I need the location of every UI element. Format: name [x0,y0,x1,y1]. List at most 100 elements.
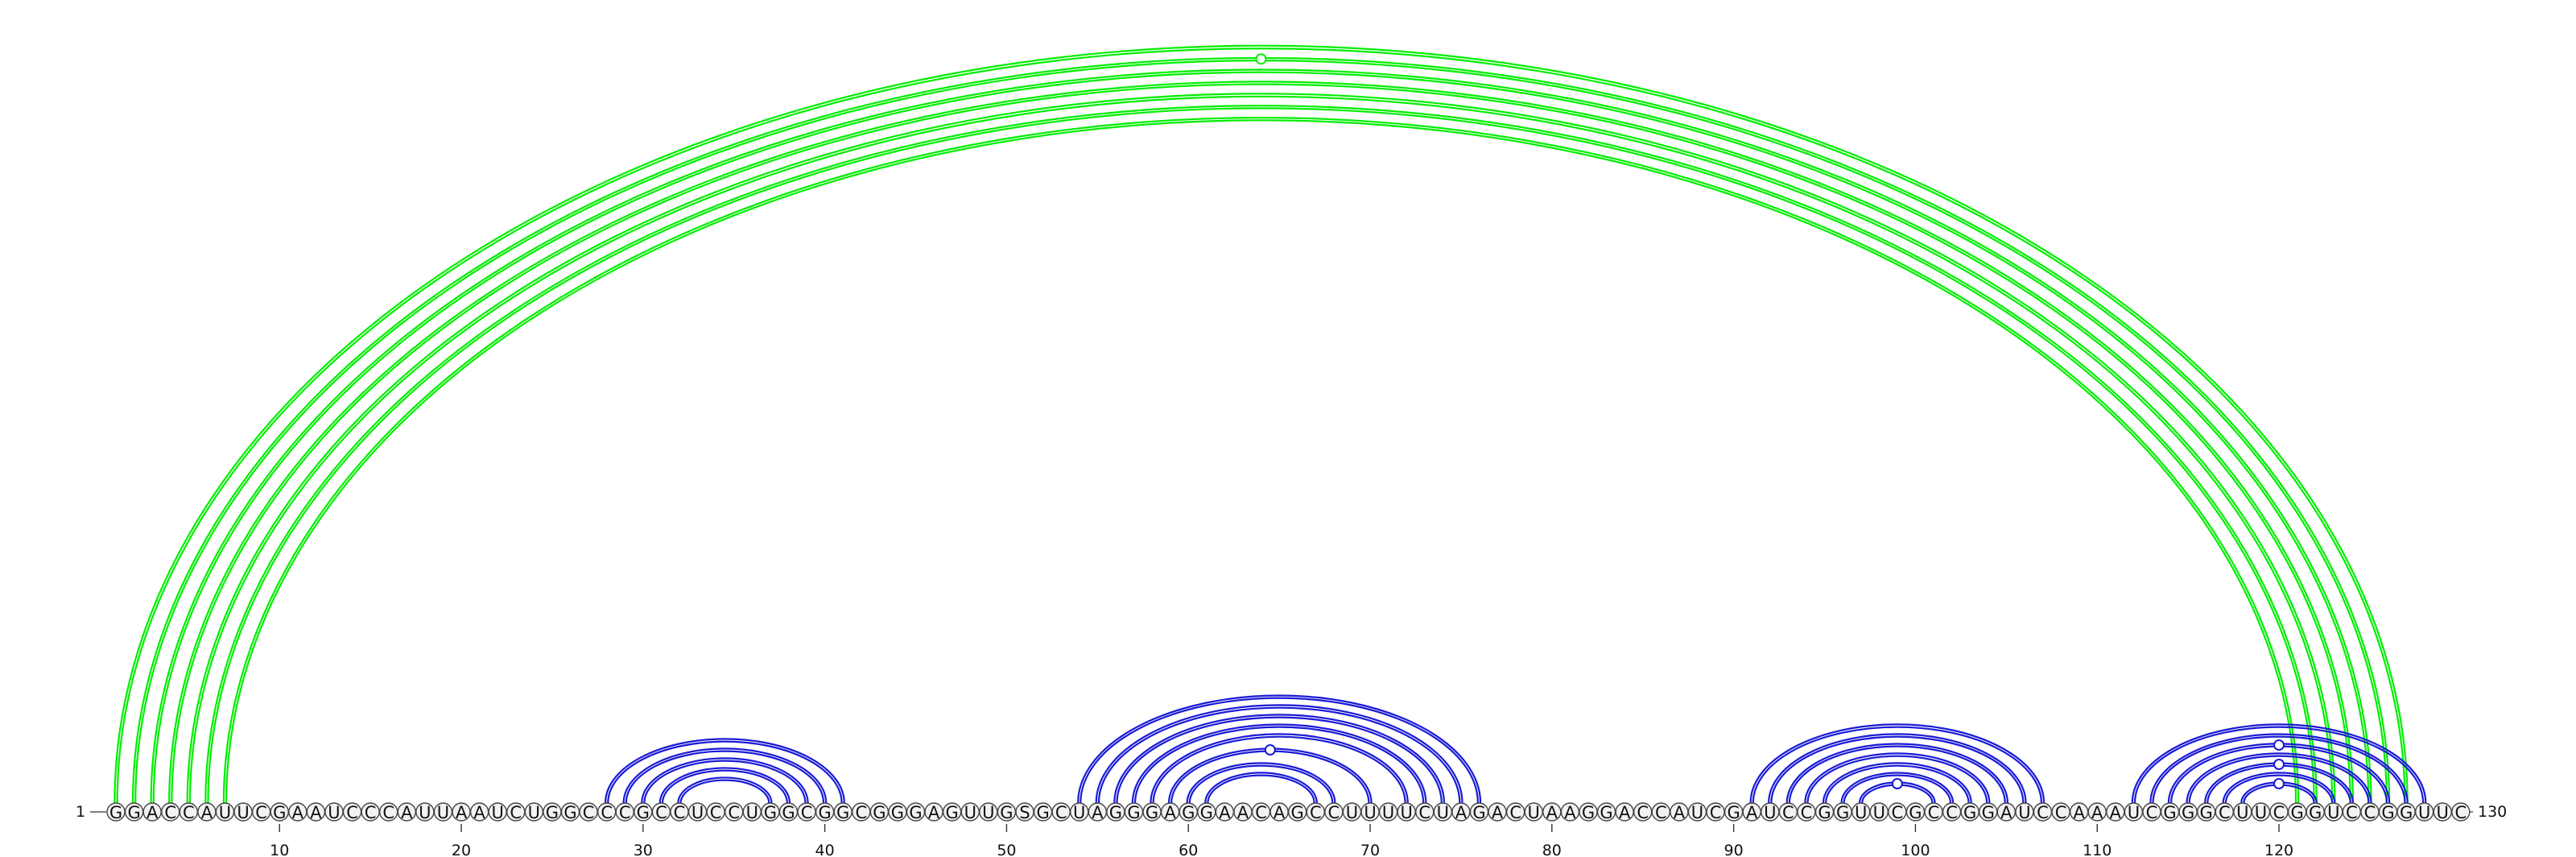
nucleotide-letter: U [691,803,704,822]
nucleotide-letter: U [2128,803,2140,822]
nucleotide: C [1251,802,1271,822]
inner-basepair-arc [2152,735,2406,804]
inner-basepair-arc [1150,733,1409,804]
nucleotide-letter: A [2110,803,2122,822]
nucleotide: G [634,802,653,822]
nucleotide-letter: A [401,803,413,822]
inner-basepair-arc [2131,723,2427,804]
nucleotide: G [1814,802,1835,822]
nucleotide-letter: G [1200,803,1213,822]
nucleotide: C [1505,802,1525,822]
nucleotide-letter: C [1892,803,1904,822]
nucleotide-letter: G [1109,803,1122,822]
nucleotide-letter: G [546,803,559,822]
nucleotide-letter: A [473,803,485,822]
nucleotide-letter: C [655,803,667,822]
nucleotide-letter: C [674,803,686,822]
nucleotide: G [2378,802,2398,822]
nucleotide: A [1560,802,1580,822]
nucleotide: C [597,802,617,822]
inner-basepair-arc [677,776,773,804]
nucleotide: U [433,802,453,822]
nucleotide: U [324,802,344,822]
outer-basepair-arc [134,59,2388,804]
nucleotide-letter: C [1055,803,1067,822]
inner-basepair-arc [2224,774,2334,804]
position-tick-label: 120 [2264,842,2293,857]
nucleotide: U [1342,802,1362,822]
nucleotide: U [524,802,544,822]
nucleotide-letter: U [491,803,503,822]
nucleotide: C [1924,802,1943,822]
position-tick-label: 10 [270,842,289,857]
nucleotide-letter: U [2018,803,2030,822]
nucleotide: A [1160,802,1180,822]
nucleotide-letter: G [1472,803,1485,822]
nucleotide-letter: G [1836,803,1849,822]
nucleotide: C [2342,802,2362,822]
nucleotide-letter: U [1873,803,1885,822]
nucleotide-letter: U [237,803,249,822]
inner-basepair-arc [1207,774,1315,804]
nucleotide-letter: C [255,803,267,822]
nucleotide-letter: G [2182,803,2194,822]
nucleotide-letter: U [1382,803,1394,822]
position-tick-label: 20 [452,842,471,857]
inner-basepair-arc [1204,772,1318,804]
nucleotide: U [960,802,980,822]
outer-basepair-arc [168,81,2355,804]
inner-basepair-arc [604,738,845,804]
nucleotide: G [1905,802,1926,822]
position-tick-label: 50 [997,842,1016,857]
nucleotide: G [2287,802,2307,822]
nucleotide-letter: G [1291,803,1304,822]
inner-basepair-arc [1131,723,1427,804]
nucleotide-letter: A [1619,803,1631,822]
nucleotide-letter: G [1909,803,1922,822]
nucleotide-letter: G [782,803,795,822]
inner-basepair-arc [643,760,807,804]
nucleotide-letter: S [1019,803,1030,822]
nucleotide: C [2142,802,2161,822]
nucleotide-letter: C [1328,803,1340,822]
nucleotide-letter: C [1310,803,1322,822]
bulge-marker [1891,778,1903,789]
inner-basepair-arc [1097,706,1461,804]
nucleotide: U [1869,802,1889,822]
nucleotide-letter: G [564,803,576,822]
nucleotide-letter: G [1818,803,1831,822]
nucleotide: C [706,802,725,822]
outer-basepair-arc [186,93,2336,804]
nucleotide-letter: U [1437,803,1449,822]
inner-basepair-arc [1077,694,1482,804]
nucleotide: U [1851,802,1871,822]
nucleotide-letter: U [1073,803,1085,822]
nucleotide: A [924,802,943,822]
nucleotide-letter: C [2273,803,2285,822]
nucleotide: C [1651,802,1671,822]
nucleotide: U [2015,802,2034,822]
nucleotide: G [833,802,852,822]
nucleotide: G [1960,802,1979,822]
nucleotide-letter: U [2255,803,2267,822]
nucleotide: C [724,802,744,822]
nucleotide: G [124,802,144,822]
outer-basepair-arc [188,95,2334,804]
nucleotide-letter: U [1855,803,1867,822]
nucleotide: A [1451,802,1471,822]
nucleotide: G [761,802,780,822]
nucleotide-letter: G [127,803,140,822]
nucleotide-letter: U [2418,803,2430,822]
nucleotide-letter: C [601,803,613,822]
nucleotide-letter: U [437,803,449,822]
nucleotide-letter: G [2400,803,2413,822]
nucleotide: C [2269,802,2289,822]
nucleotide: U [1433,802,1453,822]
position-tick-label: 70 [1360,842,1380,857]
nucleotide: U [2433,802,2452,822]
nucleotide: C [1942,802,1962,822]
nucleotide: U [415,802,435,822]
nucleotide: G [942,802,962,822]
inner-basepair-arc [1152,735,1406,804]
